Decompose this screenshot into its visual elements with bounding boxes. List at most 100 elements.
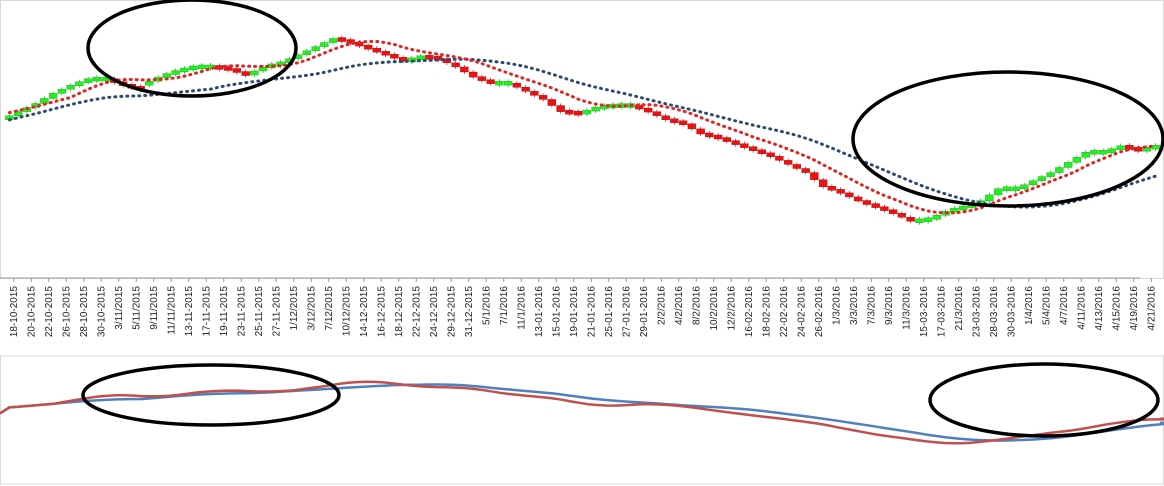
x-tick-label: 22-02-2016 (779, 286, 790, 338)
candle-up (250, 70, 259, 76)
candle-up (495, 80, 504, 86)
candle-up (13, 111, 23, 116)
x-tick-label: 16-02-2016 (744, 286, 755, 338)
candle-down (687, 123, 697, 130)
candle-down (398, 57, 408, 62)
candle-down (678, 120, 688, 125)
x-tick-label: 25-01-2016 (604, 286, 615, 338)
candle-up (180, 67, 189, 73)
x-tick-label: 3/3/2016 (849, 286, 860, 325)
x-tick-label: 19-01-2016 (569, 286, 580, 338)
candle-up (171, 70, 180, 75)
candle-down (906, 217, 915, 222)
candle-down (810, 172, 819, 180)
candle-down (451, 62, 460, 68)
x-tick-label: 12/2/2016 (726, 286, 737, 331)
candle-up (258, 66, 268, 72)
candle-down (652, 111, 662, 116)
x-tick-label: 11/3/2016 (901, 286, 912, 330)
x-tick-label: 11/11/2015 (166, 286, 177, 335)
candle-up (83, 78, 93, 83)
candle-up (75, 81, 84, 86)
candle-down (766, 152, 775, 157)
candle-up (1098, 150, 1108, 155)
candle-down (381, 51, 390, 56)
x-tick-label: 23-11-2015 (236, 286, 247, 337)
candle-down (486, 79, 495, 84)
candle-down (223, 66, 233, 71)
x-tick-label: 18-12-2015 (394, 286, 405, 338)
x-tick-label: 4/11/2016 (1076, 286, 1087, 330)
candle-down (1125, 144, 1134, 150)
candle-down (897, 212, 907, 218)
candle-up (1011, 186, 1020, 192)
oscillator-chart (0, 355, 1164, 485)
candle-down (880, 206, 889, 211)
x-tick-label: 3/11/2015 (114, 286, 125, 330)
candle-down (748, 146, 758, 151)
candle-up (416, 55, 425, 60)
annotation-ellipse-lower-right (928, 362, 1160, 438)
x-tick-label: 18-10-2015 (9, 286, 20, 338)
x-tick-label: 15-01-2016 (551, 286, 562, 338)
candle-up (923, 217, 933, 222)
candle-down (337, 37, 347, 42)
x-tick-label: 23-03-2016 (971, 286, 982, 338)
candle-up (66, 85, 75, 90)
candle-down (477, 76, 487, 81)
x-tick-label: 10/12/2015 (341, 286, 352, 336)
candle-up (985, 194, 994, 202)
candle-up (1028, 180, 1038, 185)
candle-up (40, 98, 49, 104)
candle-up (1116, 145, 1125, 150)
slow-moving-average (7, 57, 1158, 209)
x-tick-label: 14-12-2015 (359, 286, 370, 338)
candle-up (311, 46, 320, 51)
candle-down (705, 132, 714, 138)
x-tick-label: 4/2/2016 (674, 286, 685, 325)
x-tick-label: 4/13/2016 (1094, 286, 1105, 331)
x-tick-label: 1/12/2015 (289, 286, 300, 331)
candle-down (460, 66, 469, 73)
candle-up (92, 76, 102, 82)
candle-down (363, 44, 373, 50)
candle-down (547, 99, 557, 106)
candle-up (932, 215, 942, 220)
annotation-ellipse-lower-left (81, 363, 341, 427)
candle-down (871, 203, 880, 208)
candle-down (783, 160, 793, 165)
x-tick-label: 24-02-2016 (796, 286, 807, 338)
x-tick-label: 13-01-2016 (534, 286, 545, 338)
candle-up (320, 42, 329, 47)
candlestick-chart: 18-10-2015 20-10-2015 22-10-2015 26-10-2015… (0, 0, 1164, 337)
x-tick-label: 11/1/2016 (516, 286, 527, 330)
candle-down (232, 68, 242, 73)
fast-moving-average (7, 39, 1158, 215)
candle-down (670, 118, 679, 123)
x-tick-label: 30-10-2015 (96, 286, 107, 338)
x-tick-label: 13-11-2015 (184, 286, 195, 337)
candle-down (390, 54, 399, 59)
x-tick-label: 22-10-2015 (44, 286, 55, 338)
x-tick-label: 9/3/2016 (884, 286, 895, 325)
x-tick-label: 4/7/2016 (1059, 286, 1070, 325)
x-tick-label: 10/2/2016 (709, 286, 720, 331)
candle-up (1046, 172, 1055, 177)
x-tick-label: 17-03-2016 (936, 286, 947, 338)
candle-down (573, 110, 583, 116)
x-tick-label: 18-02-2016 (761, 286, 772, 338)
candle-up (1107, 148, 1117, 153)
candle-down (512, 82, 522, 88)
candle-up (328, 38, 338, 43)
candle-up (1037, 176, 1047, 181)
candle-down (801, 168, 810, 173)
x-tick-label: 15-03-2016 (919, 286, 930, 338)
x-tick-label: 1/4/2016 (1024, 286, 1035, 325)
candle-down (827, 186, 837, 191)
x-tick-label: 7/1/2016 (499, 286, 510, 325)
candle-down (565, 109, 574, 115)
x-tick-label: 5/11/2015 (131, 286, 142, 330)
annotation-ellipse-upper-right (851, 70, 1164, 208)
